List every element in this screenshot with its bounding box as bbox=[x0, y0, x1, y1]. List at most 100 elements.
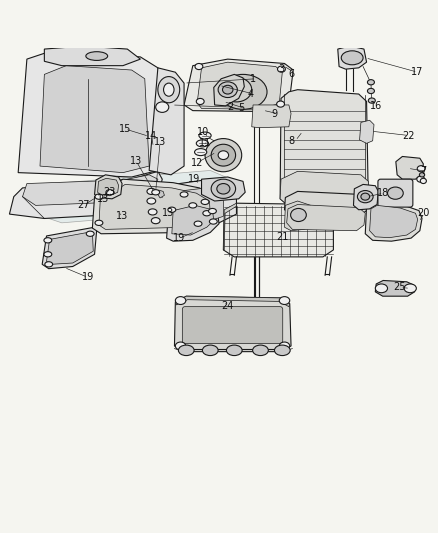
Polygon shape bbox=[42, 227, 97, 269]
Polygon shape bbox=[175, 296, 290, 306]
Polygon shape bbox=[223, 203, 237, 250]
Text: 9: 9 bbox=[272, 109, 278, 119]
Text: 13: 13 bbox=[117, 211, 129, 221]
Ellipse shape bbox=[420, 173, 425, 177]
Polygon shape bbox=[396, 157, 424, 179]
Polygon shape bbox=[145, 179, 237, 224]
Polygon shape bbox=[252, 105, 291, 128]
Ellipse shape bbox=[219, 75, 267, 109]
Polygon shape bbox=[197, 62, 283, 109]
Polygon shape bbox=[149, 68, 184, 175]
Ellipse shape bbox=[147, 198, 155, 204]
Text: 13: 13 bbox=[130, 156, 142, 166]
Text: 4: 4 bbox=[247, 89, 254, 99]
Text: 12: 12 bbox=[191, 158, 203, 167]
Ellipse shape bbox=[226, 345, 242, 356]
Ellipse shape bbox=[279, 342, 290, 350]
Ellipse shape bbox=[86, 231, 94, 236]
Polygon shape bbox=[18, 51, 162, 177]
Ellipse shape bbox=[148, 209, 157, 215]
Text: 13: 13 bbox=[97, 194, 109, 204]
Polygon shape bbox=[157, 190, 164, 198]
Ellipse shape bbox=[367, 88, 374, 94]
Text: 19: 19 bbox=[173, 233, 185, 243]
Text: 13: 13 bbox=[162, 208, 174, 218]
Polygon shape bbox=[10, 171, 162, 219]
Text: 1: 1 bbox=[250, 74, 256, 84]
Text: 11: 11 bbox=[199, 138, 212, 148]
Ellipse shape bbox=[420, 179, 426, 183]
Ellipse shape bbox=[203, 211, 211, 216]
Text: 14: 14 bbox=[145, 131, 157, 141]
Text: 18: 18 bbox=[377, 188, 389, 198]
Ellipse shape bbox=[211, 144, 236, 166]
Ellipse shape bbox=[95, 220, 103, 225]
Ellipse shape bbox=[168, 207, 176, 212]
Ellipse shape bbox=[202, 345, 218, 356]
Ellipse shape bbox=[417, 166, 425, 172]
Text: 10: 10 bbox=[197, 127, 209, 137]
Ellipse shape bbox=[189, 203, 197, 208]
Ellipse shape bbox=[86, 52, 108, 60]
Ellipse shape bbox=[196, 99, 204, 104]
Ellipse shape bbox=[208, 208, 216, 214]
Polygon shape bbox=[35, 171, 241, 223]
Polygon shape bbox=[353, 184, 378, 210]
Text: 23: 23 bbox=[103, 187, 116, 197]
Ellipse shape bbox=[175, 297, 186, 304]
Text: 6: 6 bbox=[289, 69, 295, 78]
Text: 16: 16 bbox=[370, 101, 382, 111]
Polygon shape bbox=[22, 175, 158, 205]
Text: 3: 3 bbox=[278, 64, 284, 74]
Text: 19: 19 bbox=[188, 174, 201, 184]
Ellipse shape bbox=[277, 101, 285, 107]
Ellipse shape bbox=[218, 151, 229, 159]
Polygon shape bbox=[223, 203, 333, 257]
Ellipse shape bbox=[196, 140, 208, 147]
Text: 15: 15 bbox=[119, 124, 131, 134]
Polygon shape bbox=[40, 66, 149, 173]
Ellipse shape bbox=[45, 262, 53, 267]
Text: 27: 27 bbox=[77, 200, 90, 211]
Text: 25: 25 bbox=[394, 282, 406, 293]
Ellipse shape bbox=[180, 192, 188, 197]
Ellipse shape bbox=[388, 187, 403, 199]
Ellipse shape bbox=[178, 345, 194, 356]
Ellipse shape bbox=[221, 77, 252, 102]
Polygon shape bbox=[375, 280, 415, 296]
Ellipse shape bbox=[357, 190, 373, 203]
Ellipse shape bbox=[95, 194, 103, 199]
Text: 19: 19 bbox=[81, 272, 94, 282]
Ellipse shape bbox=[147, 188, 155, 195]
Polygon shape bbox=[201, 177, 245, 201]
Ellipse shape bbox=[223, 85, 233, 94]
Text: 5: 5 bbox=[239, 103, 245, 114]
Text: 13: 13 bbox=[153, 137, 166, 147]
Text: 7: 7 bbox=[420, 166, 426, 176]
Ellipse shape bbox=[341, 51, 363, 65]
Ellipse shape bbox=[44, 252, 52, 257]
Text: 17: 17 bbox=[411, 67, 424, 77]
Polygon shape bbox=[280, 171, 368, 207]
Text: 2: 2 bbox=[228, 102, 234, 112]
Polygon shape bbox=[98, 179, 119, 196]
Polygon shape bbox=[92, 179, 217, 234]
Polygon shape bbox=[166, 201, 219, 241]
Ellipse shape bbox=[201, 199, 209, 205]
Ellipse shape bbox=[151, 217, 160, 224]
Polygon shape bbox=[174, 296, 291, 352]
Ellipse shape bbox=[375, 284, 388, 293]
Polygon shape bbox=[370, 205, 418, 238]
Polygon shape bbox=[184, 59, 293, 111]
Ellipse shape bbox=[278, 66, 286, 72]
Polygon shape bbox=[158, 188, 223, 221]
Polygon shape bbox=[365, 202, 422, 241]
Polygon shape bbox=[99, 184, 210, 229]
Ellipse shape bbox=[175, 342, 186, 350]
Polygon shape bbox=[95, 175, 122, 199]
Polygon shape bbox=[285, 191, 367, 216]
Ellipse shape bbox=[44, 238, 52, 243]
Ellipse shape bbox=[158, 77, 180, 103]
Text: 22: 22 bbox=[403, 131, 415, 141]
Ellipse shape bbox=[218, 82, 237, 98]
